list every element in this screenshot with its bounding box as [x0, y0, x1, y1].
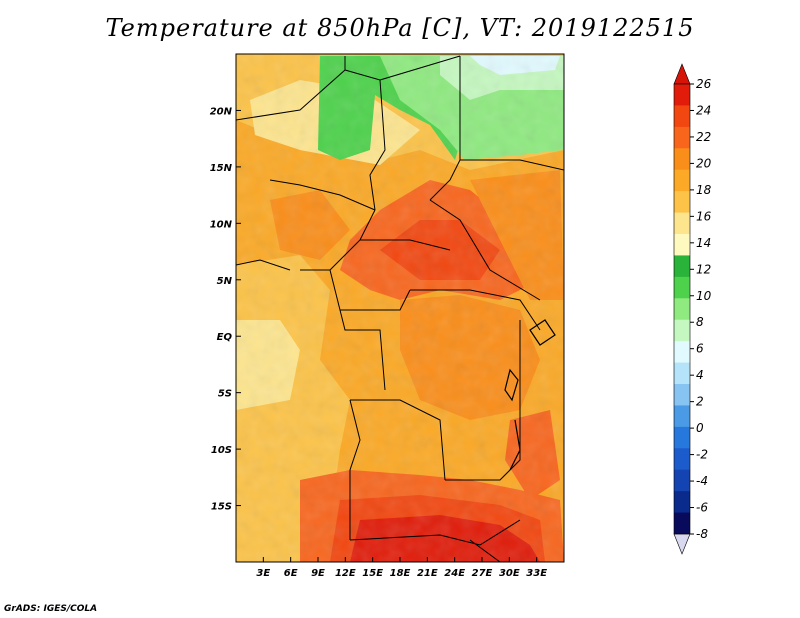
- map-title: Temperature at 850hPa [C], VT: 201912251…: [105, 14, 695, 42]
- colorbar-swatch: [674, 426, 690, 449]
- colorbar-swatch: [674, 384, 690, 406]
- y-tick-label: 15N: [210, 163, 233, 174]
- y-tick-label: 10N: [210, 219, 233, 230]
- colorbar-swatch: [674, 448, 690, 471]
- colorbar-tick-label: -2: [696, 448, 708, 462]
- country-borders: [236, 55, 564, 562]
- colorbar-tick-label: 24: [696, 103, 711, 117]
- colorbar-swatch: [674, 512, 690, 535]
- colorbar-swatch: [674, 169, 690, 192]
- colorbar-tick-label: 22: [696, 130, 711, 144]
- colorbar-swatch: [674, 148, 690, 171]
- y-tick-label: 5S: [218, 389, 232, 400]
- x-tick-label: 6E: [284, 568, 298, 579]
- colorbar-swatch: [674, 491, 690, 514]
- x-tick-label: 9E: [311, 568, 325, 579]
- colorbar-swatch: [674, 84, 690, 106]
- colorbar-swatch: [674, 276, 690, 299]
- colorbar-tick-label: 8: [696, 315, 704, 329]
- colorbar-tick-label: 16: [696, 209, 712, 223]
- colorbar-swatch: [674, 405, 690, 428]
- colorbar-bottom-arrow: [673, 533, 691, 555]
- temperature-field: [236, 54, 564, 562]
- colorbar-swatch: [674, 234, 690, 256]
- y-tick-label: 20N: [210, 106, 233, 117]
- colorbar-swatch: [674, 362, 690, 385]
- x-tick-label: 24E: [444, 568, 465, 579]
- x-tick-label: 33E: [526, 568, 547, 579]
- colorbar-swatch: [674, 105, 690, 128]
- colorbar-swatch: [674, 341, 690, 364]
- y-tick-label: 15S: [211, 502, 232, 513]
- colorbar-tick-label: 12: [696, 262, 711, 276]
- colorbar-tick-label: 4: [696, 368, 704, 382]
- x-tick-label: 15E: [362, 568, 383, 579]
- colorbar-tick-label: 18: [696, 183, 712, 197]
- colorbar-frame: [673, 83, 691, 535]
- colorbar-swatch: [674, 319, 690, 342]
- colorbar-tick-label: 10: [696, 289, 712, 303]
- colorbar-top-arrow: [673, 63, 691, 85]
- colorbar-tick-label: 6: [696, 342, 704, 356]
- colorbar-swatch: [674, 255, 690, 278]
- y-axis-ticks: 20N 15N 10N 5N EQ 5S 10S 15S: [210, 106, 241, 513]
- colorbar-swatch: [674, 191, 690, 214]
- x-tick-label: 27E: [472, 568, 493, 579]
- x-tick-label: 3E: [256, 568, 270, 579]
- x-axis-ticks: 3E 6E 9E 12E 15E 18E 21E 24E 27E 30E 33E: [256, 557, 547, 579]
- colorbar-tick-label: -4: [696, 474, 708, 488]
- colorbar-tick-label: 0: [696, 421, 704, 435]
- y-tick-label: 5N: [217, 276, 233, 287]
- x-tick-label: 30E: [499, 568, 520, 579]
- lake-outlines: [504, 319, 556, 471]
- colorbar-tick-label: 26: [696, 77, 712, 91]
- field-texture: [236, 54, 564, 562]
- colorbar-tick-label: 20: [696, 156, 712, 170]
- x-tick-label: 18E: [390, 568, 411, 579]
- y-tick-label: 10S: [211, 445, 232, 456]
- colorbar-tick-label: -6: [696, 501, 708, 515]
- colorbar-tick-label: 14: [696, 236, 711, 250]
- y-tick-label: EQ: [217, 332, 233, 343]
- colorbar-swatch: [674, 212, 690, 235]
- colorbar-swatch: [674, 126, 690, 149]
- x-tick-label: 12E: [335, 568, 356, 579]
- colorbar-swatch: [674, 298, 690, 321]
- x-tick-label: 21E: [417, 568, 438, 579]
- software-credit: GrADS: IGES/COLA: [4, 604, 98, 614]
- colorbar-tick-label: -8: [696, 527, 708, 541]
- colorbar-swatch: [674, 469, 690, 492]
- colorbar-tick-label: 2: [696, 395, 704, 409]
